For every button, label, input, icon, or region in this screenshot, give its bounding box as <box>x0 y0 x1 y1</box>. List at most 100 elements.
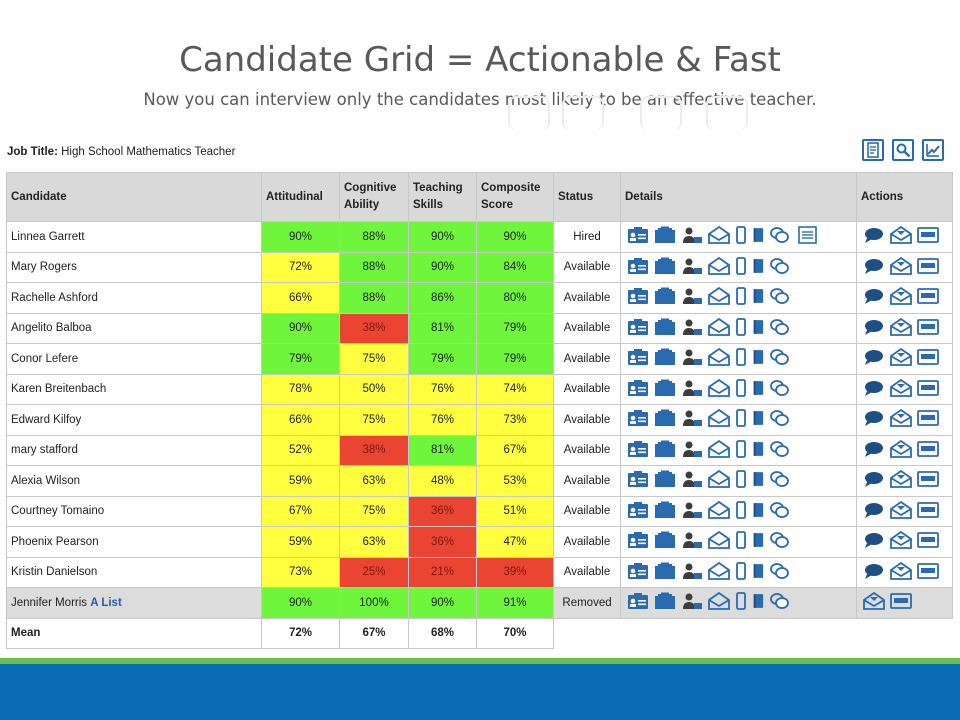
document-icon[interactable] <box>752 348 764 369</box>
coins-icon[interactable] <box>769 501 791 522</box>
candidate-name[interactable]: Rachelle Ashford <box>6 282 262 314</box>
reference-person-icon[interactable] <box>681 318 703 339</box>
chat-icon[interactable] <box>863 348 885 369</box>
table-row[interactable]: mary stafford 52% 38% 81% 67% Available <box>6 434 953 466</box>
chart-icon[interactable] <box>922 139 944 161</box>
mobile-phone-icon[interactable] <box>735 500 747 522</box>
card-icon[interactable] <box>917 440 939 461</box>
portfolio-icon[interactable] <box>654 287 676 308</box>
coins-icon[interactable] <box>769 592 791 613</box>
send-email-icon[interactable] <box>890 378 912 400</box>
mobile-phone-icon[interactable] <box>735 256 747 278</box>
table-row[interactable]: Kristin Danielson 73% 25% 21% 39% Available <box>6 556 953 588</box>
document-icon[interactable] <box>752 226 764 247</box>
chat-icon[interactable] <box>863 287 885 308</box>
profile-card-icon[interactable] <box>627 501 649 522</box>
email-open-icon[interactable] <box>708 317 730 339</box>
profile-card-icon[interactable] <box>627 226 649 247</box>
coins-icon[interactable] <box>769 440 791 461</box>
reference-person-icon[interactable] <box>681 287 703 308</box>
table-row[interactable]: Karen Breitenbach 78% 50% 76% 74% Available <box>6 373 953 405</box>
profile-card-icon[interactable] <box>627 379 649 400</box>
profile-card-icon[interactable] <box>627 348 649 369</box>
card-icon[interactable] <box>917 318 939 339</box>
table-row[interactable]: Conor Lefere 79% 75% 79% 79% Available <box>6 343 953 375</box>
coins-icon[interactable] <box>769 348 791 369</box>
document-icon[interactable] <box>752 562 764 583</box>
send-email-icon[interactable] <box>890 470 912 491</box>
email-open-icon[interactable] <box>708 226 730 247</box>
profile-card-icon[interactable] <box>627 257 649 278</box>
notes-icon[interactable] <box>796 226 818 247</box>
portfolio-icon[interactable] <box>654 226 676 247</box>
col-candidate[interactable]: Candidate <box>6 172 262 222</box>
document-icon[interactable] <box>752 257 764 278</box>
send-email-icon[interactable] <box>890 561 912 583</box>
card-icon[interactable] <box>890 592 912 613</box>
mobile-phone-icon[interactable] <box>735 409 747 430</box>
candidate-name[interactable]: Jennifer Morris A List <box>6 587 262 619</box>
chat-icon[interactable] <box>863 440 885 461</box>
send-email-icon[interactable] <box>890 531 912 552</box>
portfolio-icon[interactable] <box>654 562 676 583</box>
table-row[interactable]: Phoenix Pearson 59% 63% 36% 47% Available <box>6 526 953 558</box>
email-open-icon[interactable] <box>708 531 730 552</box>
send-email-icon[interactable] <box>890 256 912 278</box>
report-icon[interactable] <box>862 139 884 161</box>
col-status[interactable]: Status <box>553 172 621 222</box>
email-open-icon[interactable] <box>708 348 730 369</box>
col-teaching[interactable]: Teaching Skills <box>408 172 477 222</box>
card-icon[interactable] <box>917 470 939 491</box>
candidate-name[interactable]: Alexia Wilson <box>6 465 262 497</box>
reference-person-icon[interactable] <box>681 226 703 247</box>
reference-person-icon[interactable] <box>681 440 703 461</box>
candidate-name[interactable]: mary stafford <box>6 434 262 466</box>
document-icon[interactable] <box>752 318 764 339</box>
card-icon[interactable] <box>917 562 939 583</box>
table-row[interactable]: Edward Kilfoy 66% 75% 76% 73% Available <box>6 404 953 436</box>
send-email-icon[interactable] <box>890 409 912 430</box>
coins-icon[interactable] <box>769 409 791 430</box>
reference-person-icon[interactable] <box>681 470 703 491</box>
reference-person-icon[interactable] <box>681 562 703 583</box>
card-icon[interactable] <box>917 409 939 430</box>
candidate-name[interactable]: Angelito Balboa <box>6 312 262 344</box>
send-email-icon[interactable] <box>863 592 885 613</box>
card-icon[interactable] <box>917 348 939 369</box>
col-cognitive[interactable]: Cognitive Ability <box>339 172 409 222</box>
profile-card-icon[interactable] <box>627 440 649 461</box>
coins-icon[interactable] <box>769 470 791 491</box>
mobile-phone-icon[interactable] <box>735 287 747 308</box>
document-icon[interactable] <box>752 287 764 308</box>
document-icon[interactable] <box>752 440 764 461</box>
mobile-phone-icon[interactable] <box>735 317 747 339</box>
candidate-name[interactable]: Conor Lefere <box>6 343 262 375</box>
chat-icon[interactable] <box>863 379 885 400</box>
coins-icon[interactable] <box>769 318 791 339</box>
table-row[interactable]: Jennifer Morris A List 90% 100% 90% 91% Remov… <box>6 587 953 619</box>
table-row[interactable]: Alexia Wilson 59% 63% 48% 53% Available <box>6 465 953 497</box>
document-icon[interactable] <box>752 501 764 522</box>
send-email-icon[interactable] <box>890 317 912 339</box>
mobile-phone-icon[interactable] <box>735 531 747 552</box>
table-row[interactable]: Courtney Tomaino 67% 75% 36% 51% Available <box>6 495 953 527</box>
document-icon[interactable] <box>752 470 764 491</box>
candidate-name[interactable]: Edward Kilfoy <box>6 404 262 436</box>
email-open-icon[interactable] <box>708 592 730 613</box>
email-open-icon[interactable] <box>708 378 730 400</box>
profile-card-icon[interactable] <box>627 318 649 339</box>
candidate-name[interactable]: Phoenix Pearson <box>6 526 262 558</box>
email-open-icon[interactable] <box>708 500 730 522</box>
reference-person-icon[interactable] <box>681 531 703 552</box>
portfolio-icon[interactable] <box>654 501 676 522</box>
table-row[interactable]: Rachelle Ashford 66% 88% 86% 80% Available <box>6 282 953 314</box>
coins-icon[interactable] <box>769 287 791 308</box>
mobile-phone-icon[interactable] <box>735 592 747 613</box>
mobile-phone-icon[interactable] <box>735 378 747 400</box>
email-open-icon[interactable] <box>708 470 730 491</box>
portfolio-icon[interactable] <box>654 348 676 369</box>
coins-icon[interactable] <box>769 257 791 278</box>
chat-icon[interactable] <box>863 257 885 278</box>
document-icon[interactable] <box>752 409 764 430</box>
chat-icon[interactable] <box>863 470 885 491</box>
